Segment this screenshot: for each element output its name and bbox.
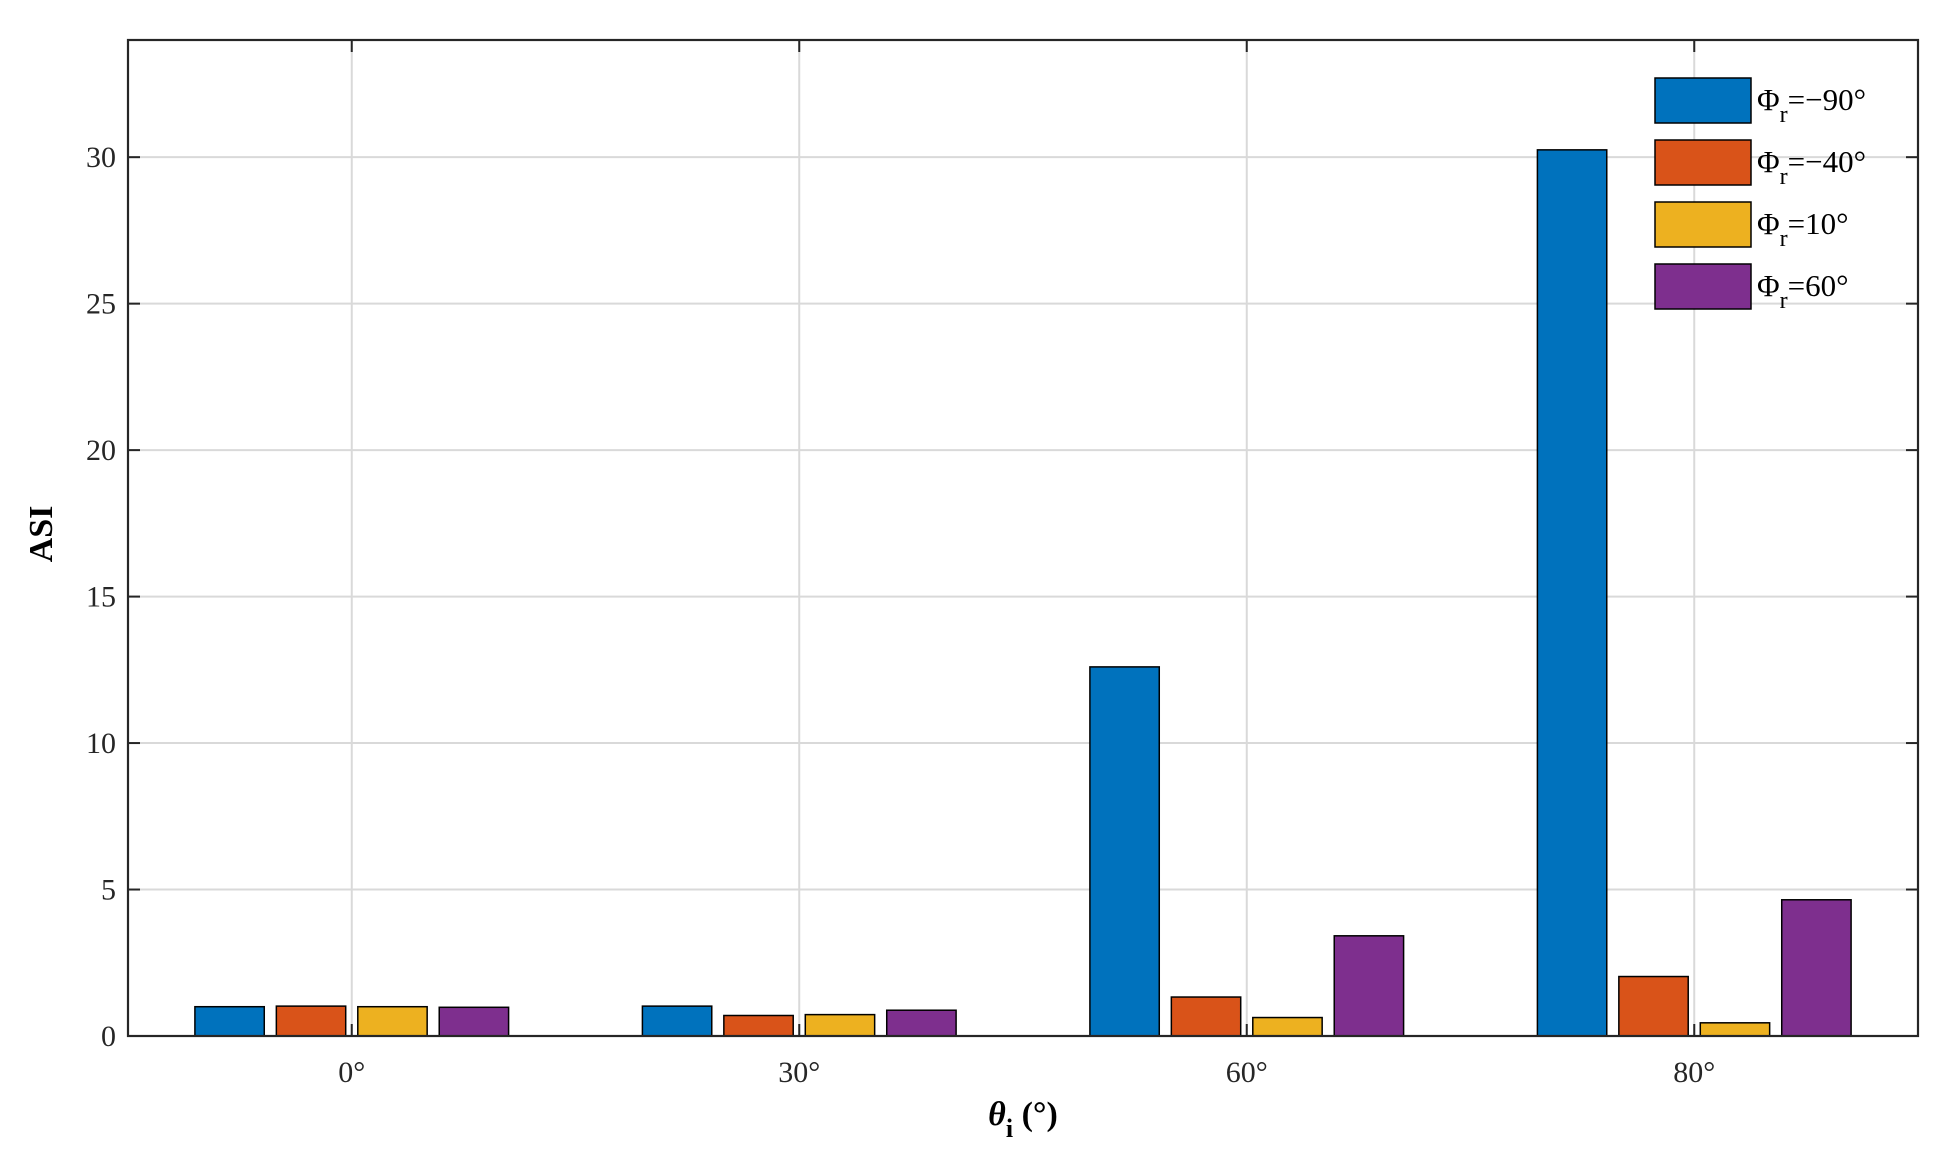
y-axis-label: ASI [23,506,60,563]
legend-label: Φr=60° [1757,268,1849,314]
plot-frame [126,38,1920,1038]
bar [194,1005,266,1037]
bar [1699,1022,1771,1037]
y-tick-label: 15 [86,581,116,614]
x-tick-label: 80° [1673,1056,1715,1089]
x-tick-label: 60° [1226,1056,1268,1089]
y-tick-label: 25 [86,288,116,321]
legend-label-symbol: Φ [1757,268,1780,303]
legend[interactable]: Φr=−90°Φr=−40°Φr=10°Φr=60° [1654,77,1866,314]
bar [1170,996,1242,1037]
legend-label: Φr=−90° [1757,82,1866,128]
legend-label-subscript: r [1780,288,1788,314]
tick-labels: 0 5 10 15 20 25 30 0° 30° 60° 80° [86,141,1715,1089]
legend-item[interactable]: Φr=−40° [1654,139,1866,190]
legend-swatch [1654,139,1752,186]
legend-item[interactable]: Φr=60° [1654,263,1849,314]
legend-swatch [1654,263,1752,310]
bars [194,149,1852,1037]
legend-label-suffix: =−90° [1788,82,1866,117]
legend-label-suffix: =60° [1788,268,1849,303]
legend-label-symbol: Φ [1757,82,1780,117]
bar [641,1005,713,1037]
bar [438,1006,510,1037]
x-axis-label-subscript: i [1006,1114,1013,1143]
bar [1780,899,1852,1037]
axes [126,38,1920,1038]
legend-label-symbol: Φ [1757,206,1780,241]
bar [1536,149,1608,1037]
legend-label-subscript: r [1780,102,1788,128]
legend-label-suffix: =−40° [1788,144,1866,179]
x-axis-label-symbol: θ [988,1096,1006,1133]
y-tick-label: 30 [86,141,116,174]
legend-swatch [1654,201,1752,248]
legend-label-subscript: r [1780,226,1788,252]
legend-label-subscript: r [1780,164,1788,190]
y-tick-label: 5 [101,874,116,907]
grid-lines [128,40,1918,1036]
bar [357,1005,428,1037]
x-tick-label: 30° [778,1056,820,1089]
legend-item[interactable]: Φr=−90° [1654,77,1866,128]
x-axis-label-unit: (°) [1013,1096,1058,1133]
legend-label: Φr=10° [1757,206,1849,252]
bar [804,1013,876,1037]
legend-label-symbol: Φ [1757,144,1780,179]
bar [723,1014,794,1037]
bar [275,1005,347,1037]
bar [885,1009,957,1037]
y-tick-label: 20 [86,434,116,467]
legend-label: Φr=−40° [1757,144,1866,190]
y-tick-label: 10 [86,727,116,760]
bar [1333,935,1405,1037]
x-axis-label: θi (°) [988,1096,1058,1143]
bar [1618,975,1689,1037]
bar [1252,1016,1323,1037]
legend-item[interactable]: Φr=10° [1654,201,1849,252]
legend-label-suffix: =10° [1788,206,1849,241]
x-tick-label: 0° [338,1056,365,1089]
bar [1089,666,1161,1037]
legend-swatch [1654,77,1752,124]
y-tick-label: 0 [101,1020,116,1053]
